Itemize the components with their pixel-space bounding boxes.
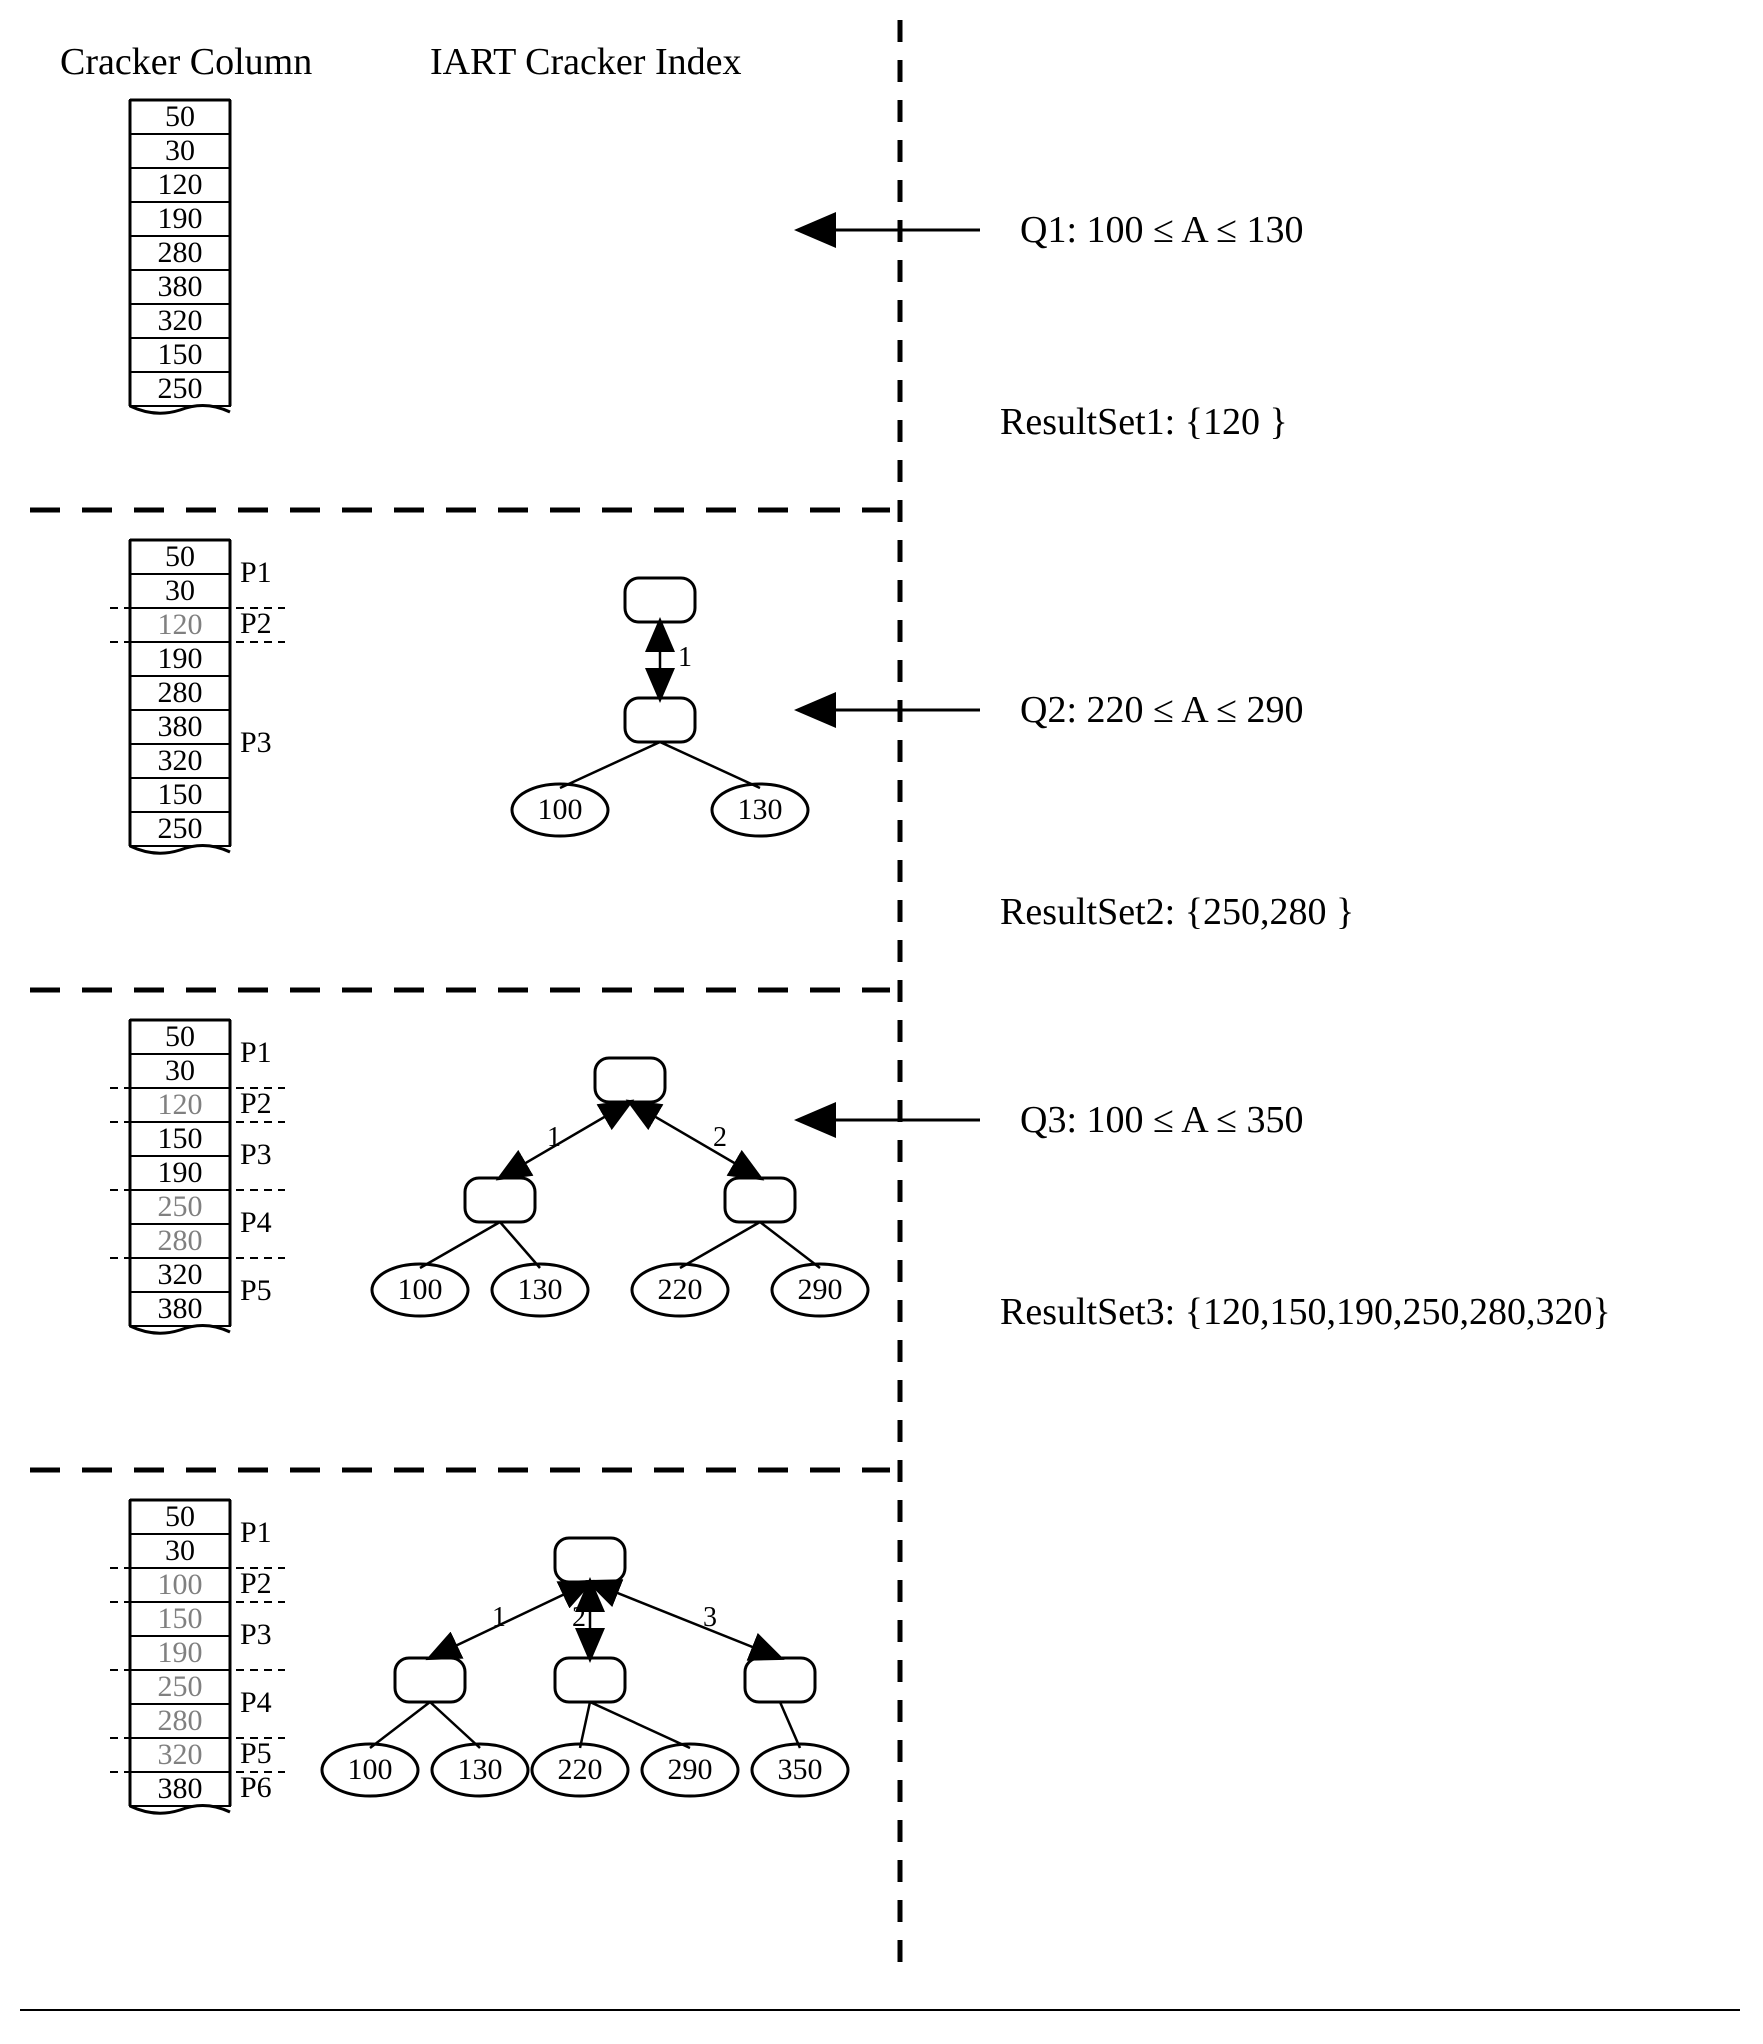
- column-cell: 380: [158, 1772, 203, 1805]
- query-label: Q2: 220 ≤ A ≤ 290: [1020, 688, 1303, 732]
- column-cell: 250: [158, 1670, 203, 1703]
- partition-label: P4: [240, 1206, 272, 1239]
- column-cell: 30: [165, 134, 195, 167]
- tree-edge-label: 2: [713, 1122, 727, 1153]
- tree-edge-label: 2: [572, 1602, 586, 1633]
- partition-label: P1: [240, 556, 272, 589]
- diagram-container: Cracker Column IART Cracker Index 503012…: [20, 20, 1740, 2020]
- column-cell: 30: [165, 1054, 195, 1087]
- column-cell: 120: [158, 608, 203, 641]
- column-cell: 150: [158, 338, 203, 371]
- tree-leaf-label: 290: [798, 1273, 843, 1306]
- column-cell: 150: [158, 778, 203, 811]
- tree-leaf-label: 130: [518, 1273, 563, 1306]
- column-cell: 380: [158, 710, 203, 743]
- column-cell: 280: [158, 676, 203, 709]
- query-label: Q1: 100 ≤ A ≤ 130: [1020, 208, 1303, 252]
- column-cell: 50: [165, 1020, 195, 1053]
- column-cell: 280: [158, 1704, 203, 1737]
- column-cell: 30: [165, 1534, 195, 1567]
- column-cell: 250: [158, 1190, 203, 1223]
- tree-leaf-label: 350: [778, 1753, 823, 1786]
- partition-label: P2: [240, 607, 272, 640]
- tree-edge-label: 3: [703, 1602, 717, 1633]
- stage4: 5030100150190250280320380P1P2P3P4P5P6110…: [110, 1500, 848, 1813]
- column-cell: 30: [165, 574, 195, 607]
- column-cell: 120: [158, 168, 203, 201]
- column-cell: 190: [158, 642, 203, 675]
- partition-label: P5: [240, 1274, 272, 1307]
- column-cell: 50: [165, 100, 195, 133]
- tree-leaf-label: 100: [398, 1273, 443, 1306]
- partition-label: P5: [240, 1737, 272, 1770]
- column-cell: 190: [158, 1636, 203, 1669]
- result-label: ResultSet3: {120,150,190,250,280,320}: [1000, 1290, 1611, 1334]
- column-cell: 320: [158, 1258, 203, 1291]
- column-cell: 50: [165, 540, 195, 573]
- column-cell: 250: [158, 372, 203, 405]
- partition-label: P1: [240, 1036, 272, 1069]
- partition-label: P3: [240, 1138, 272, 1171]
- column-cell: 320: [158, 744, 203, 777]
- partition-label: P2: [240, 1087, 272, 1120]
- column-cell: 120: [158, 1088, 203, 1121]
- tree-edge-label: 1: [678, 642, 692, 673]
- partition-label: P4: [240, 1686, 272, 1719]
- column-cell: 150: [158, 1122, 203, 1155]
- column-cell: 50: [165, 1500, 195, 1533]
- partition-label: P2: [240, 1567, 272, 1600]
- partition-label: P3: [240, 726, 272, 759]
- partition-label: P6: [240, 1771, 272, 1804]
- partition-label: P1: [240, 1516, 272, 1549]
- column-cell: 190: [158, 202, 203, 235]
- tree-leaf-label: 100: [348, 1753, 393, 1786]
- query-label: Q3: 100 ≤ A ≤ 350: [1020, 1098, 1303, 1142]
- column-cell: 320: [158, 1738, 203, 1771]
- tree-leaf-label: 130: [458, 1753, 503, 1786]
- column-cell: 380: [158, 270, 203, 303]
- result-label: ResultSet1: {120 }: [1000, 400, 1288, 444]
- tree-leaf-label: 100: [538, 793, 583, 826]
- column-cell: 250: [158, 812, 203, 845]
- tree-leaf-label: 220: [558, 1753, 603, 1786]
- column-cell: 150: [158, 1602, 203, 1635]
- column-cell: 380: [158, 1292, 203, 1325]
- result-label: ResultSet2: {250,280 }: [1000, 890, 1354, 934]
- column-cell: 320: [158, 304, 203, 337]
- column-cell: 280: [158, 1224, 203, 1257]
- tree-edge-label: 1: [492, 1602, 506, 1633]
- tree-leaf-label: 290: [668, 1753, 713, 1786]
- tree-leaf-label: 220: [658, 1273, 703, 1306]
- stage1: 5030120190280380320150250: [130, 100, 980, 413]
- diagram-svg: 5030120190280380320150250503012019028038…: [20, 20, 1740, 2020]
- tree-edge-label: 1: [547, 1122, 561, 1153]
- column-cell: 190: [158, 1156, 203, 1189]
- column-cell: 100: [158, 1568, 203, 1601]
- column-cell: 280: [158, 236, 203, 269]
- stage3: 5030120150190250280320380 P1 P2 P3 P4 P5 1 100 1…: [110, 1020, 980, 1333]
- stage2: 5030120190280380320150250 P1 P2 P3 1 100 130: [110, 540, 980, 853]
- partition-label: P3: [240, 1618, 272, 1651]
- tree-leaf-label: 130: [738, 793, 783, 826]
